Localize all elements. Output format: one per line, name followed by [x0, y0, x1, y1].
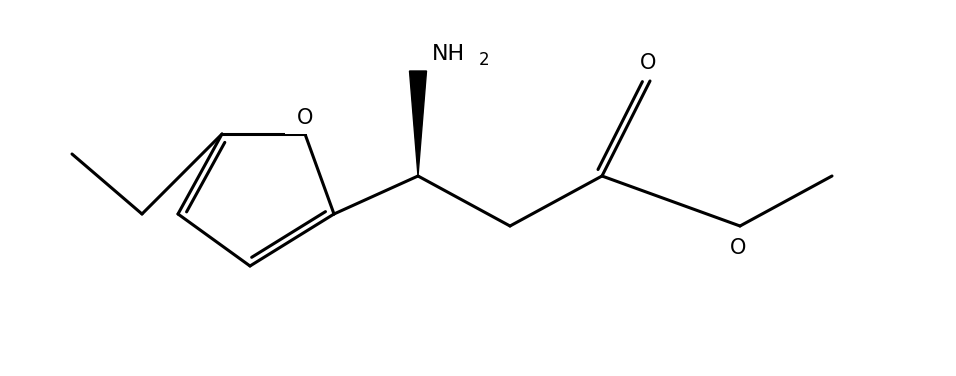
Polygon shape — [409, 71, 426, 176]
FancyBboxPatch shape — [628, 45, 666, 79]
Text: 2: 2 — [479, 51, 489, 69]
Text: O: O — [640, 53, 656, 73]
FancyBboxPatch shape — [285, 100, 323, 134]
Text: O: O — [296, 108, 314, 128]
FancyBboxPatch shape — [718, 230, 756, 264]
Text: O: O — [729, 238, 747, 258]
Text: NH: NH — [432, 44, 466, 64]
